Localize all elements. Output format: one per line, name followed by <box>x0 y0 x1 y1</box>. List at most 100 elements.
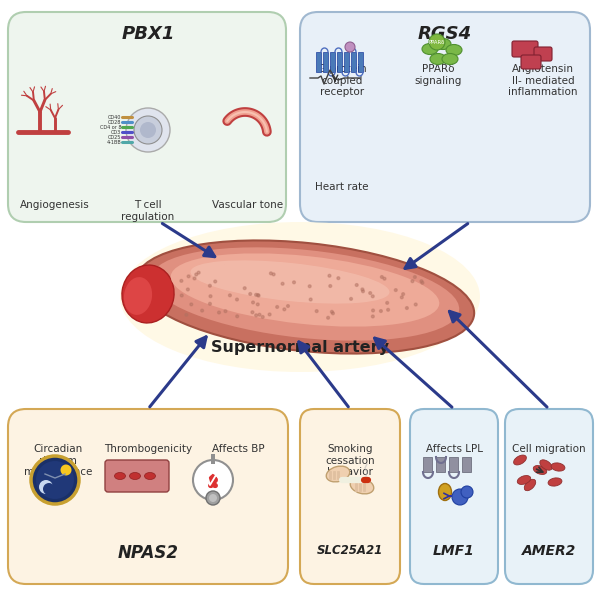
Circle shape <box>293 281 295 284</box>
Circle shape <box>249 292 251 295</box>
Ellipse shape <box>115 472 125 480</box>
Text: CD4 or 8: CD4 or 8 <box>100 124 121 130</box>
Ellipse shape <box>124 277 152 315</box>
Circle shape <box>276 305 278 308</box>
Circle shape <box>411 280 414 282</box>
Circle shape <box>31 456 79 504</box>
Text: Angiogenesis: Angiogenesis <box>20 200 90 210</box>
Text: 4-1BB: 4-1BB <box>106 140 121 144</box>
Circle shape <box>236 315 239 318</box>
Circle shape <box>140 122 156 138</box>
Ellipse shape <box>151 247 459 340</box>
Circle shape <box>383 277 386 280</box>
Circle shape <box>193 277 196 280</box>
Circle shape <box>36 461 74 499</box>
Text: LMF1: LMF1 <box>433 544 475 558</box>
Circle shape <box>209 303 211 305</box>
Ellipse shape <box>422 43 438 54</box>
Circle shape <box>362 290 364 292</box>
Circle shape <box>39 480 53 494</box>
Bar <box>423 457 432 472</box>
Circle shape <box>185 313 188 316</box>
Circle shape <box>251 301 254 304</box>
Circle shape <box>255 314 257 317</box>
Circle shape <box>308 285 311 288</box>
Circle shape <box>394 289 397 291</box>
Text: T cell
regulation: T cell regulation <box>121 200 175 221</box>
Circle shape <box>350 297 352 300</box>
Circle shape <box>190 303 193 306</box>
Ellipse shape <box>191 260 389 304</box>
Bar <box>358 52 363 72</box>
Circle shape <box>387 308 389 311</box>
Text: Smoking
cessation
behavior: Smoking cessation behavior <box>325 444 375 477</box>
Ellipse shape <box>446 44 462 56</box>
Circle shape <box>402 292 404 295</box>
Circle shape <box>126 108 170 152</box>
Circle shape <box>429 34 445 50</box>
Circle shape <box>315 310 318 313</box>
Circle shape <box>269 272 272 275</box>
Text: Affects BP: Affects BP <box>212 444 265 454</box>
Circle shape <box>268 313 271 316</box>
Text: Circadian
rhythm
maintenance: Circadian rhythm maintenance <box>24 444 92 477</box>
Bar <box>330 52 335 72</box>
Text: PPARδ: PPARδ <box>429 40 445 44</box>
Text: Angiotensin
II- mediated
inflammation: Angiotensin II- mediated inflammation <box>508 64 578 97</box>
Circle shape <box>400 296 403 299</box>
Ellipse shape <box>551 463 565 471</box>
Circle shape <box>206 491 220 505</box>
Circle shape <box>345 42 355 52</box>
Bar <box>449 457 458 472</box>
Bar <box>351 52 356 72</box>
Circle shape <box>283 308 286 311</box>
Circle shape <box>61 465 71 475</box>
Circle shape <box>256 303 259 306</box>
Circle shape <box>209 494 217 502</box>
Ellipse shape <box>122 265 174 323</box>
Bar <box>462 457 471 472</box>
FancyBboxPatch shape <box>534 47 552 61</box>
Circle shape <box>421 281 424 284</box>
Circle shape <box>236 298 238 301</box>
Circle shape <box>134 116 162 144</box>
Text: AMER2: AMER2 <box>522 544 576 558</box>
Circle shape <box>337 277 340 279</box>
Ellipse shape <box>136 240 474 353</box>
Bar <box>344 52 349 72</box>
Circle shape <box>369 292 371 294</box>
Circle shape <box>371 295 374 298</box>
FancyBboxPatch shape <box>105 460 169 492</box>
Circle shape <box>197 271 200 274</box>
Polygon shape <box>209 475 217 487</box>
Text: Cell migration: Cell migration <box>512 444 586 454</box>
Circle shape <box>214 280 217 283</box>
Circle shape <box>452 489 468 505</box>
Ellipse shape <box>442 53 458 65</box>
Circle shape <box>272 273 275 276</box>
Circle shape <box>258 313 261 316</box>
Circle shape <box>251 311 254 314</box>
Circle shape <box>386 301 389 304</box>
Circle shape <box>332 312 334 315</box>
FancyBboxPatch shape <box>300 409 400 584</box>
Text: SLC25A21: SLC25A21 <box>317 544 383 557</box>
Text: Supernormal artery: Supernormal artery <box>211 340 389 355</box>
Circle shape <box>193 460 233 500</box>
Ellipse shape <box>145 472 155 480</box>
Text: PBX1: PBX1 <box>121 25 175 43</box>
Text: CD40: CD40 <box>107 114 121 120</box>
Ellipse shape <box>548 478 562 486</box>
Circle shape <box>371 315 374 318</box>
FancyBboxPatch shape <box>410 409 498 584</box>
Circle shape <box>380 276 383 278</box>
Circle shape <box>281 282 284 285</box>
Circle shape <box>195 273 197 276</box>
Text: CD3: CD3 <box>111 130 121 134</box>
Circle shape <box>254 294 257 296</box>
Circle shape <box>327 316 329 319</box>
FancyBboxPatch shape <box>8 409 288 584</box>
Ellipse shape <box>514 455 526 465</box>
Circle shape <box>187 288 189 291</box>
Circle shape <box>181 294 183 297</box>
